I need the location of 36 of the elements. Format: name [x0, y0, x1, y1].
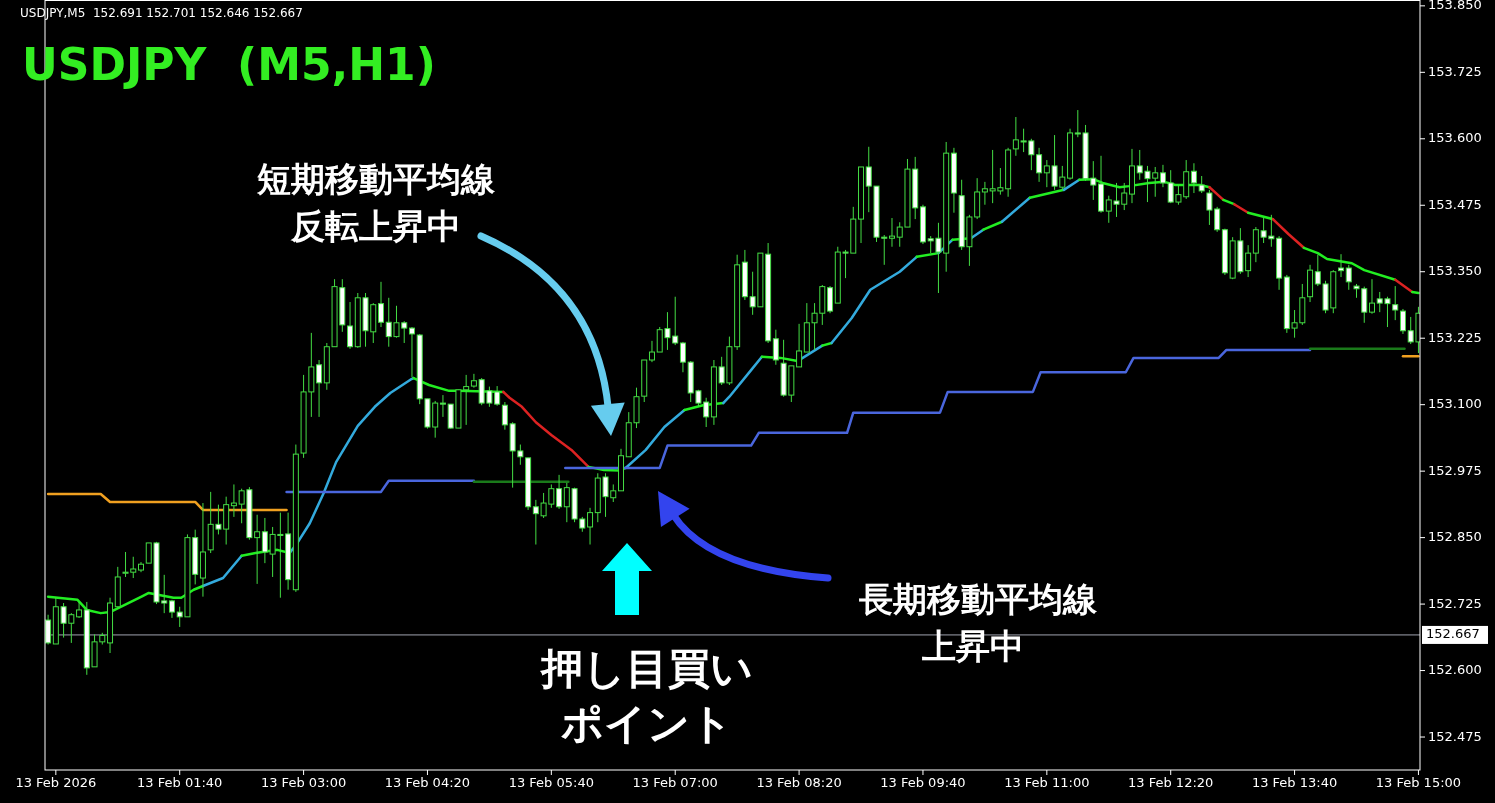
x-tick-label: 13 Feb 03:00 — [260, 775, 347, 790]
annotation: 短期移動平均線反転上昇中 — [256, 158, 496, 246]
y-tick-label: 153.725 — [1428, 63, 1482, 79]
x-tick-label: 13 Feb 08:20 — [756, 775, 842, 790]
x-tick-label: 13 Feb 11:00 — [1004, 775, 1090, 790]
line-series — [502, 390, 590, 469]
x-tick-label: 13 Feb 04:20 — [384, 775, 471, 790]
x-tick-label: 13 Feb 07:00 — [632, 775, 718, 790]
y-tick-label: 152.725 — [1428, 595, 1482, 611]
x-tick-label: 13 Feb 15:00 — [1375, 775, 1462, 790]
annotation: USDJPY,M5 152.691 152.701 152.646 152.667 — [20, 6, 303, 20]
x-tick-label: 13 Feb 13:40 — [1251, 775, 1338, 790]
y-tick-label: 153.850 — [1428, 0, 1482, 13]
annotation: 長期移動平均線上昇中 — [858, 578, 1098, 666]
y-tick-label: 153.350 — [1428, 263, 1482, 279]
x-tick-label: 13 Feb 12:20 — [1128, 775, 1214, 790]
x-tick-label: 13 Feb 09:40 — [880, 775, 966, 790]
line-series — [288, 376, 415, 555]
y-tick-label: 152.850 — [1428, 529, 1482, 545]
x-tick-label: 13 Feb 05:40 — [508, 775, 594, 790]
ref-line-label: 152.667 — [1426, 626, 1480, 642]
y-tick-label: 152.600 — [1428, 662, 1482, 678]
y-tick-label: 152.475 — [1428, 728, 1482, 744]
x-tick-label: 13 Feb 2026 — [15, 775, 97, 790]
y-tick-label: 152.975 — [1428, 462, 1482, 478]
text: USDJPY (M5,H1) — [22, 39, 436, 90]
annotation: 押し目買いポイント — [539, 643, 753, 748]
y-tick-label: 153.600 — [1428, 130, 1482, 146]
y-tick-label: 153.100 — [1428, 396, 1482, 412]
line-series — [830, 255, 919, 345]
y-tick-label: 153.475 — [1428, 196, 1482, 212]
line-series — [1302, 246, 1397, 281]
y-tick-label: 153.225 — [1428, 329, 1482, 345]
line-series — [564, 348, 1312, 470]
line-series — [721, 355, 764, 405]
x-tick-label: 13 Feb 01:40 — [137, 775, 223, 790]
